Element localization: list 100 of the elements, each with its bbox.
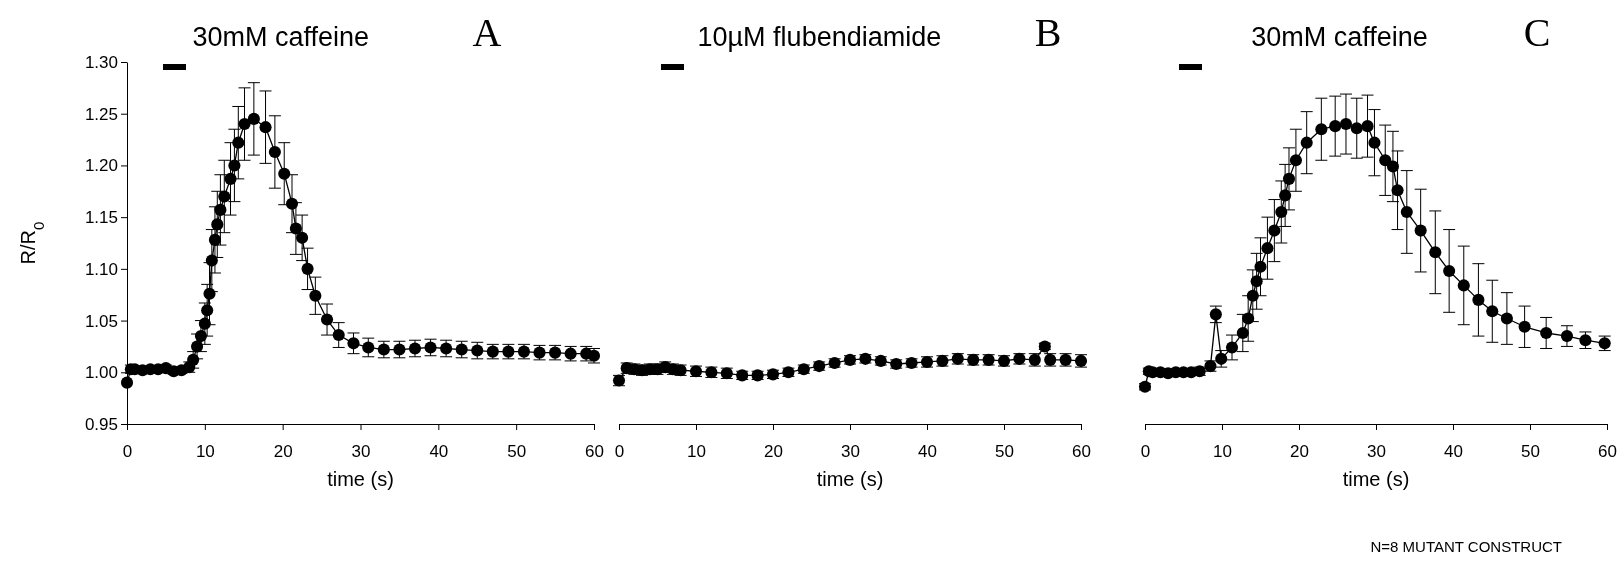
point bbox=[1443, 264, 1456, 277]
point bbox=[194, 330, 207, 343]
point bbox=[1350, 122, 1363, 135]
chart-title: 10µM flubendiamide bbox=[697, 22, 942, 52]
point bbox=[1268, 224, 1281, 237]
point bbox=[1518, 320, 1531, 333]
x-tick-label: 30 bbox=[841, 441, 860, 461]
x-tick-label: 60 bbox=[1072, 441, 1091, 461]
point bbox=[1246, 289, 1259, 302]
point bbox=[1540, 326, 1553, 340]
point bbox=[1361, 120, 1374, 133]
text: B bbox=[1034, 10, 1062, 55]
chart-title: 30mM caffeine bbox=[1251, 22, 1428, 52]
x-tick-label: 20 bbox=[273, 441, 293, 461]
point bbox=[1236, 326, 1249, 340]
x-tick-label: 10 bbox=[1213, 441, 1232, 461]
y-tick-label: 1.25 bbox=[84, 104, 118, 124]
x-tick-label: 30 bbox=[351, 441, 371, 461]
x-tick-label: 60 bbox=[585, 441, 604, 461]
point bbox=[347, 337, 360, 350]
point bbox=[1329, 120, 1342, 133]
point bbox=[309, 289, 322, 302]
point bbox=[238, 118, 251, 131]
y-tick-label: 1.05 bbox=[84, 311, 118, 331]
x-tick-label: 0 bbox=[614, 441, 625, 461]
x-tick-label: 20 bbox=[764, 441, 783, 461]
point bbox=[228, 159, 241, 172]
x-axis-title: time (s) bbox=[816, 468, 884, 490]
point bbox=[232, 136, 245, 149]
x-tick-label: 40 bbox=[1444, 441, 1463, 461]
point bbox=[208, 233, 221, 246]
point bbox=[1368, 136, 1381, 149]
point bbox=[1300, 136, 1313, 149]
point bbox=[1391, 184, 1404, 197]
point bbox=[1486, 305, 1499, 318]
x-tick-label: 50 bbox=[507, 441, 527, 461]
point bbox=[1261, 242, 1274, 255]
point bbox=[1386, 160, 1399, 173]
y-tick-label: 1.10 bbox=[84, 259, 118, 279]
point bbox=[1315, 123, 1328, 136]
point bbox=[1279, 189, 1292, 202]
x-tick-label: 50 bbox=[1521, 441, 1540, 461]
x-tick-label: 30 bbox=[1367, 441, 1386, 461]
point bbox=[1225, 341, 1239, 354]
point bbox=[285, 197, 299, 210]
point bbox=[1242, 312, 1255, 325]
point bbox=[301, 262, 314, 275]
text: N=8 MUTANT CONSTRUCT bbox=[1370, 538, 1562, 555]
point bbox=[1457, 279, 1470, 292]
point bbox=[218, 190, 231, 203]
text: C bbox=[1523, 10, 1551, 55]
text: A bbox=[472, 10, 502, 55]
point bbox=[198, 317, 211, 330]
y-tick-label: 1.20 bbox=[84, 156, 118, 176]
point bbox=[1250, 275, 1263, 288]
point bbox=[1282, 172, 1296, 185]
x-tick-label: 50 bbox=[995, 441, 1014, 461]
point bbox=[120, 376, 134, 389]
point bbox=[201, 304, 214, 317]
point bbox=[191, 340, 204, 353]
point bbox=[1560, 330, 1574, 343]
point bbox=[278, 167, 291, 180]
point bbox=[1400, 205, 1413, 219]
point bbox=[224, 172, 237, 185]
x-axis-title: time (s) bbox=[327, 468, 394, 490]
point bbox=[1275, 205, 1288, 219]
point bbox=[320, 313, 334, 326]
point bbox=[214, 203, 227, 216]
point bbox=[1472, 293, 1485, 306]
point bbox=[247, 112, 260, 125]
point bbox=[1429, 246, 1442, 259]
x-tick-label: 0 bbox=[1140, 441, 1151, 461]
y-tick-label: 1.00 bbox=[84, 363, 118, 383]
point bbox=[1414, 224, 1427, 237]
x-tick-label: 40 bbox=[918, 441, 937, 461]
x-tick-label: 10 bbox=[687, 441, 706, 461]
point bbox=[211, 218, 224, 231]
x-tick-label: 40 bbox=[429, 441, 449, 461]
x-axis-title: time (s) bbox=[1342, 468, 1410, 490]
chart-title: 30mM caffeine bbox=[192, 22, 369, 52]
point bbox=[1339, 118, 1353, 131]
point bbox=[205, 254, 218, 267]
point bbox=[332, 329, 345, 342]
point bbox=[1289, 154, 1302, 167]
x-tick-label: 60 bbox=[1598, 441, 1617, 461]
point bbox=[259, 121, 272, 134]
point bbox=[289, 222, 302, 235]
x-tick-label: 20 bbox=[1290, 441, 1309, 461]
point bbox=[203, 287, 216, 300]
point bbox=[296, 231, 309, 244]
point bbox=[362, 341, 375, 354]
x-tick-label: 10 bbox=[195, 441, 215, 461]
x-tick-label: 0 bbox=[122, 441, 133, 461]
point bbox=[1500, 312, 1513, 325]
y-tick-label: 0.95 bbox=[84, 414, 118, 434]
y-tick-label: 1.15 bbox=[84, 208, 118, 228]
point bbox=[268, 145, 281, 159]
point bbox=[1379, 154, 1392, 167]
y-tick-label: 1.30 bbox=[84, 52, 118, 72]
point bbox=[1254, 260, 1267, 273]
